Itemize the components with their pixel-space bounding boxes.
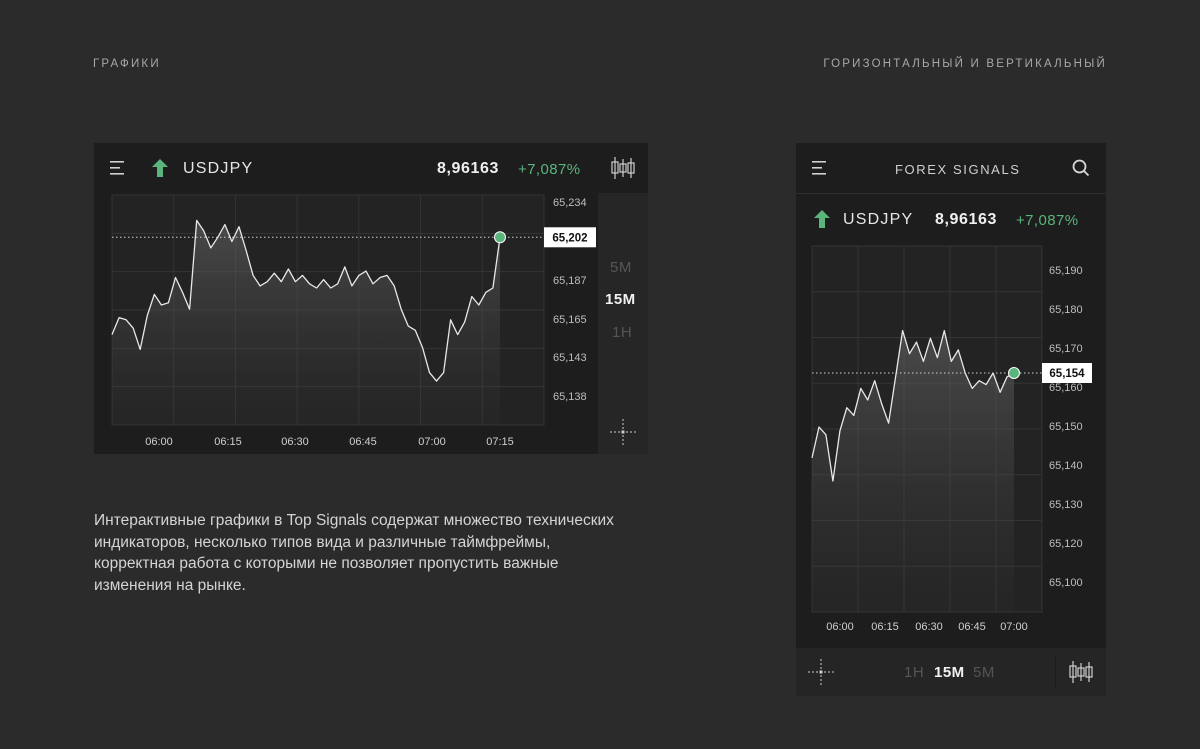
candlestick-icon[interactable]: [1068, 660, 1094, 684]
horizontal-price-chart[interactable]: 65,23465,22165,18765,16565,14365,13806:0…: [94, 193, 598, 454]
timeframe-5m[interactable]: 5M: [973, 664, 995, 681]
x-tick-label: 06:00: [826, 621, 854, 633]
y-tick-label: 65,160: [1049, 382, 1083, 394]
current-value-label: 65,154: [1049, 368, 1085, 380]
x-tick-label: 06:15: [214, 436, 242, 448]
y-tick-label: 65,120: [1049, 538, 1083, 550]
arrow-up-icon: [814, 210, 830, 228]
y-tick-label: 65,165: [553, 314, 587, 326]
price-change: +7,087%: [518, 161, 581, 178]
horizontal-chart-card: USDJPY 8,96163 +7,087% 65,23465,22165,18…: [94, 143, 598, 454]
x-tick-label: 06:15: [871, 621, 899, 633]
y-tick-label: 65,170: [1049, 343, 1083, 355]
y-tick-label: 65,190: [1049, 265, 1083, 277]
app-title: FOREX SIGNALS: [895, 162, 1021, 177]
series-area: [812, 330, 1014, 612]
chart-header: USDJPY 8,96163 +7,087%: [94, 143, 598, 193]
y-tick-label: 65,130: [1049, 499, 1083, 511]
section-caption-charts: ГРАФИКИ: [93, 58, 161, 70]
y-tick-label: 65,143: [553, 352, 587, 364]
vertical-chart-card: FOREX SIGNALS USDJPY 8,96163 +7,087% 65,…: [796, 143, 1106, 648]
arrow-up-icon: [152, 159, 168, 177]
x-tick-label: 06:45: [958, 621, 986, 633]
crosshair-icon[interactable]: [808, 659, 834, 685]
y-tick-label: 65,100: [1049, 577, 1083, 589]
section-caption-orientation: ГОРИЗОНТАЛЬНЫЙ И ВЕРТИКАЛЬНЫЙ: [823, 58, 1107, 70]
y-tick-label: 65,140: [1049, 460, 1083, 472]
x-tick-label: 06:45: [349, 436, 377, 448]
series-line: [111, 219, 501, 382]
vertical-bottom-toolbar: 1H 15M 5M: [796, 648, 1106, 696]
y-tick-label: 65,234: [553, 197, 587, 209]
currency-pair: USDJPY: [843, 211, 914, 228]
x-tick-label: 07:00: [418, 436, 446, 448]
current-price: 8,96163: [437, 160, 500, 177]
menu-icon[interactable]: [812, 160, 828, 176]
current-value-label: 65,202: [552, 232, 587, 244]
x-tick-label: 07:15: [486, 436, 514, 448]
x-tick-label: 06:30: [281, 436, 309, 448]
current-value-dot: [1008, 367, 1020, 379]
price-change: +7,087%: [1016, 212, 1079, 229]
candlestick-icon[interactable]: [610, 156, 636, 180]
timeframe-15m[interactable]: 15M: [934, 664, 965, 681]
x-tick-label: 06:30: [915, 621, 943, 633]
vertical-price-chart[interactable]: 65,190 65,180 65,170 65,160 65,150 65,140 65,1…: [796, 238, 1106, 648]
timeframe-5m[interactable]: 5M: [610, 259, 632, 276]
current-value-tag: [544, 227, 596, 248]
timeframe-15m[interactable]: 15M: [605, 291, 636, 308]
series-area: [112, 220, 500, 425]
y-tick-label: 65,150: [1049, 421, 1083, 433]
timeframe-1h[interactable]: 1H: [904, 664, 925, 681]
timeframe-1h[interactable]: 1H: [612, 324, 633, 341]
search-icon[interactable]: [1072, 159, 1090, 177]
y-tick-label: 65,138: [553, 391, 587, 403]
feature-description: Интерактивные графики в Top Signals соде…: [94, 512, 614, 594]
app-top-bar: FOREX SIGNALS: [796, 143, 1106, 194]
series-line: [811, 329, 1015, 482]
y-tick-label: 65,180: [1049, 304, 1083, 316]
menu-icon[interactable]: [110, 160, 126, 176]
current-price: 8,96163: [935, 211, 998, 228]
x-tick-label: 07:00: [1000, 621, 1028, 633]
current-value-dot: [494, 231, 506, 244]
current-value-tag: [1042, 363, 1092, 383]
y-tick-label: 65,187: [553, 275, 587, 287]
horizontal-side-toolbar: 5M 15M 1H: [598, 143, 648, 454]
currency-pair: USDJPY: [183, 160, 254, 177]
crosshair-icon[interactable]: [610, 419, 636, 445]
x-tick-label: 06:00: [145, 436, 173, 448]
